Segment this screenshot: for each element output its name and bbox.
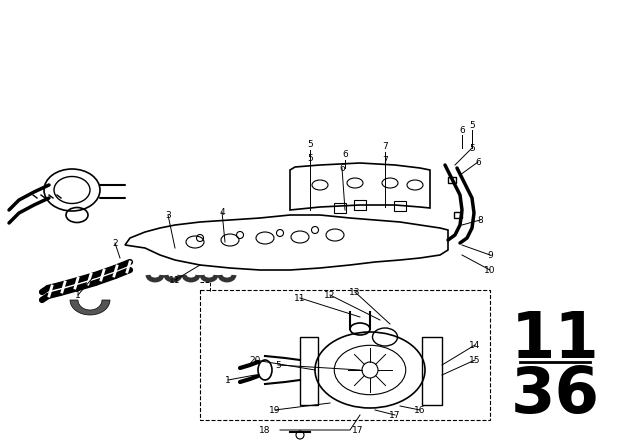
Text: 11: 11 [511, 309, 600, 371]
Bar [334, 203, 346, 213]
Text: 5: 5 [307, 154, 313, 163]
Text: 16: 16 [414, 405, 426, 414]
Text: 36: 36 [511, 364, 600, 426]
Text: 4: 4 [219, 207, 225, 216]
Text: 7: 7 [382, 155, 388, 164]
Text: 5: 5 [469, 143, 475, 152]
Text: 12: 12 [324, 290, 336, 300]
Text: 18: 18 [259, 426, 271, 435]
Text: 11: 11 [294, 293, 306, 302]
Bar [422, 337, 442, 405]
Text: 10: 10 [484, 266, 496, 275]
Text: 3: 3 [165, 211, 171, 220]
Polygon shape [70, 300, 110, 315]
Text: 6: 6 [475, 158, 481, 167]
Text: 13: 13 [349, 288, 361, 297]
Bar [448, 177, 456, 183]
Text: 5: 5 [307, 139, 313, 148]
Text: 11: 11 [169, 276, 180, 284]
Text: 6: 6 [459, 125, 465, 134]
Bar [454, 212, 462, 218]
Bar [354, 200, 366, 210]
Text: 17: 17 [352, 426, 364, 435]
Text: 9: 9 [487, 250, 493, 259]
Text: 8: 8 [477, 215, 483, 224]
Text: 20: 20 [250, 356, 260, 365]
Text: 6: 6 [342, 150, 348, 159]
Text: 5: 5 [275, 361, 281, 370]
Text: 14: 14 [469, 340, 481, 349]
Text: 19: 19 [269, 405, 281, 414]
Text: 5: 5 [469, 121, 475, 129]
Text: 2: 2 [112, 238, 118, 247]
Text: 1: 1 [75, 290, 81, 300]
Text: 17: 17 [389, 410, 401, 419]
Bar [300, 337, 318, 405]
Bar [394, 201, 406, 211]
Text: 6: 6 [339, 164, 345, 172]
Bar [200, 290, 490, 420]
Text: 15: 15 [469, 356, 481, 365]
Text: 1: 1 [225, 375, 231, 384]
Text: 7: 7 [382, 142, 388, 151]
